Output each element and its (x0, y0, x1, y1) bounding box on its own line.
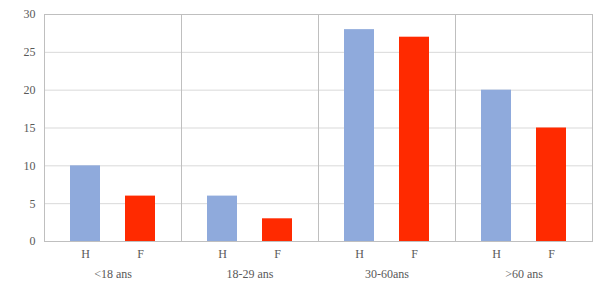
svg-text:H: H (218, 247, 227, 261)
svg-text:F: F (274, 247, 281, 261)
svg-text:H: H (81, 247, 90, 261)
svg-text:30: 30 (24, 7, 36, 21)
svg-text:H: H (355, 247, 364, 261)
svg-text:F: F (137, 247, 144, 261)
svg-text:10: 10 (24, 159, 36, 173)
svg-text:H: H (492, 247, 501, 261)
svg-text:18-29 ans: 18-29 ans (227, 267, 274, 281)
svg-text:>60 ans: >60 ans (505, 267, 543, 281)
svg-text:30-60ans: 30-60ans (365, 267, 409, 281)
svg-text:F: F (548, 247, 555, 261)
svg-text:F: F (411, 247, 418, 261)
svg-text:15: 15 (24, 121, 36, 135)
svg-text:25: 25 (24, 45, 36, 59)
svg-text:0: 0 (30, 234, 36, 248)
svg-text:20: 20 (24, 83, 36, 97)
svg-text:5: 5 (30, 197, 36, 211)
svg-text:<18 ans: <18 ans (94, 267, 132, 281)
